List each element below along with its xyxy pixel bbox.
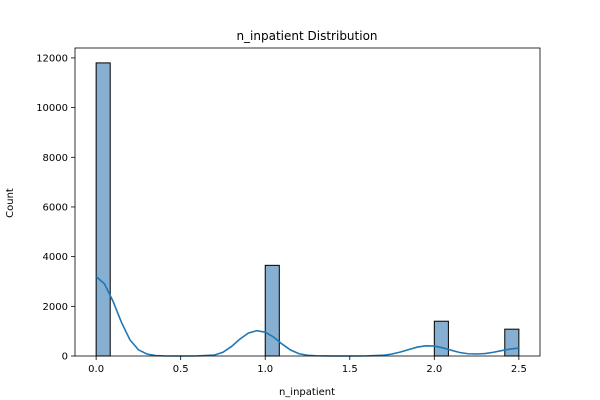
x-axis-label: n_inpatient xyxy=(279,387,335,398)
y-axis-ticks: 0 2000 4000 6000 8000 10000 12000 xyxy=(36,53,75,363)
bars-group xyxy=(95,62,520,357)
plot-frame xyxy=(74,47,541,357)
x-tick-label: 1.0 xyxy=(257,364,273,375)
x-axis-ticks: 0.0 0.5 1.0 1.5 2.0 2.5 xyxy=(88,356,527,375)
y-tick-label: 0 xyxy=(62,352,68,363)
histogram-bar xyxy=(433,320,449,357)
kde-line xyxy=(95,275,519,357)
y-tick-label: 2000 xyxy=(43,302,68,313)
y-tick-label: 8000 xyxy=(43,153,68,164)
chart-title: n_inpatient Distribution xyxy=(236,29,377,43)
x-tick-label: 2.0 xyxy=(426,364,442,375)
y-tick-label: 10000 xyxy=(36,103,68,114)
y-tick-label: 12000 xyxy=(36,53,68,64)
x-tick-label: 0.5 xyxy=(173,364,189,375)
histogram-bar xyxy=(504,328,520,357)
histogram-bar xyxy=(95,62,111,357)
x-tick-label: 2.5 xyxy=(511,364,527,375)
y-tick-label: 6000 xyxy=(43,202,68,213)
x-tick-label: 1.5 xyxy=(342,364,358,375)
histogram-bar xyxy=(264,264,280,357)
x-tick-label: 0.0 xyxy=(88,364,104,375)
y-axis-label: Count xyxy=(5,188,16,218)
axes-frame xyxy=(74,47,541,357)
y-tick-label: 4000 xyxy=(43,252,68,263)
